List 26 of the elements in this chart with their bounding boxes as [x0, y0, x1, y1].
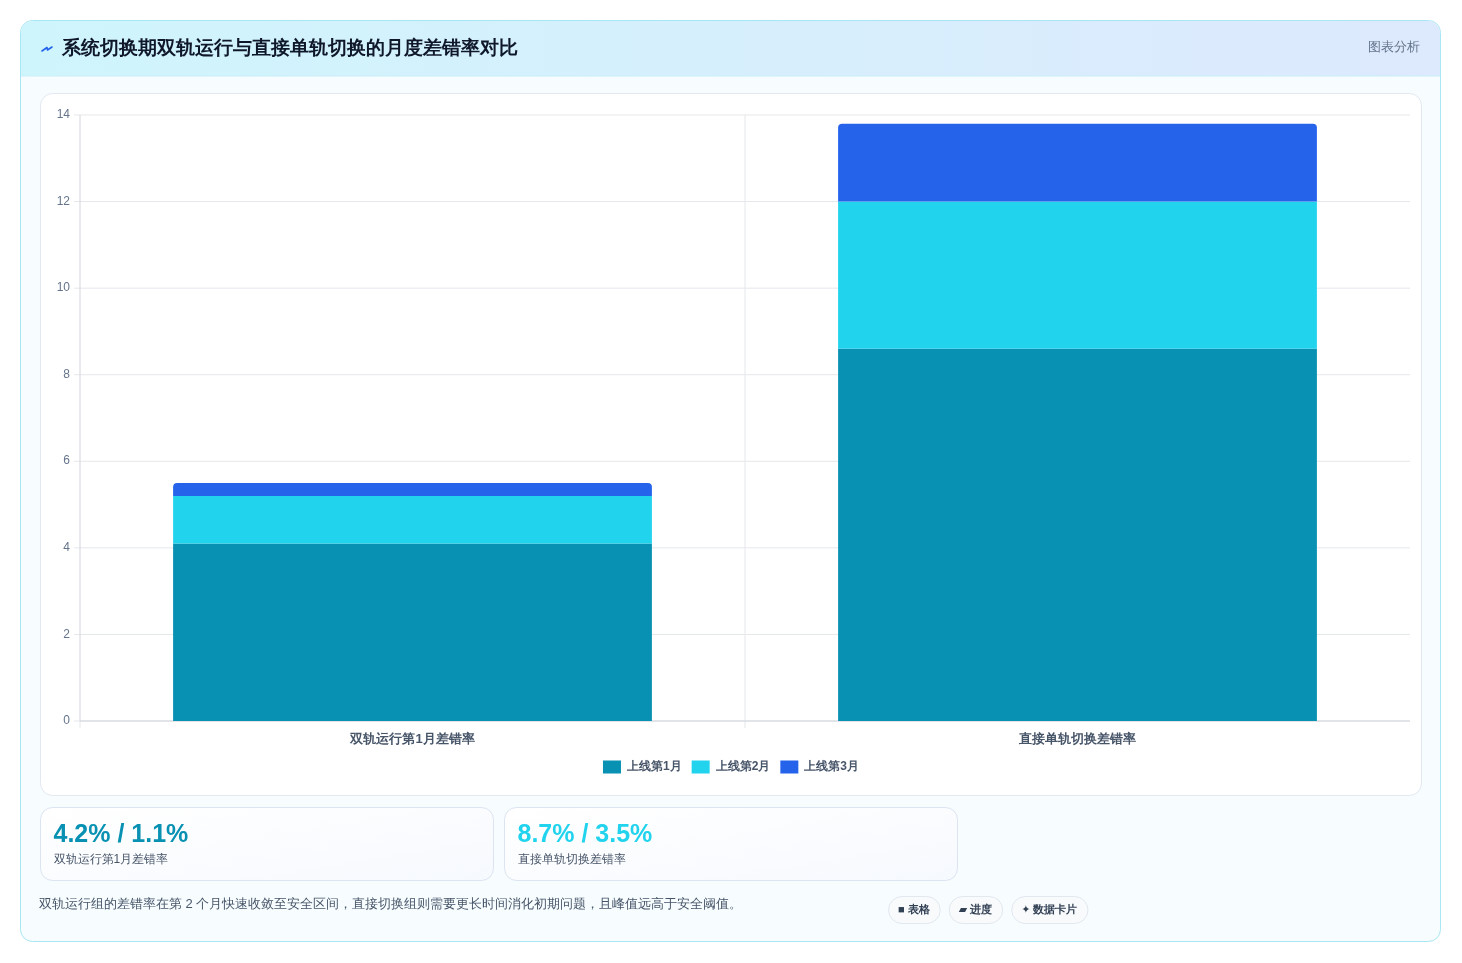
- annotation: 直接单轨切换差错率: [517, 852, 626, 867]
- y-tick-label: 2: [63, 626, 70, 641]
- annotation: 双轨运行组的差错率在第 2 个月快速收敛至安全区间，直接切换组则需要更长时间消化初期问题，且峰值远高于安全阈值。: [39, 896, 743, 912]
- y-tick-label: 8: [63, 366, 70, 381]
- y-tick-label: 12: [56, 193, 70, 208]
- legend-item: 上线第2月: [691, 759, 771, 774]
- button: ▰ 进度: [948, 896, 1004, 924]
- y-tick-label: 0: [63, 713, 70, 728]
- x-tick-label: 直接单轨切换差错率: [1019, 731, 1136, 747]
- legend-label: 上线第2月: [714, 759, 771, 774]
- legend-label: 上线第3月: [803, 759, 860, 774]
- y-tick-label: 10: [56, 280, 70, 295]
- annotation: 8.7% / 3.5%: [517, 818, 653, 847]
- legend-label: 上线第1月: [625, 759, 682, 774]
- x-tick-label: 双轨运行第1月差错率: [350, 731, 475, 747]
- y-tick-label: 4: [63, 540, 70, 555]
- title: 系统切换期双轨运行与直接单轨切换的月度差错率对比: [62, 37, 518, 58]
- button: ✦ 数据卡片: [1011, 896, 1089, 924]
- legend-item: 上线第1月: [602, 759, 682, 774]
- legend-item: 上线第3月: [780, 759, 860, 774]
- button: ■ 表格: [888, 896, 941, 924]
- y-tick-label: 6: [63, 453, 70, 468]
- y-tick-label: 14: [56, 107, 70, 122]
- annotation: 双轨运行第1月差错率: [53, 852, 169, 867]
- annotation: 图表分析: [1368, 39, 1420, 55]
- annotation: 4.2% / 1.1%: [53, 818, 189, 847]
